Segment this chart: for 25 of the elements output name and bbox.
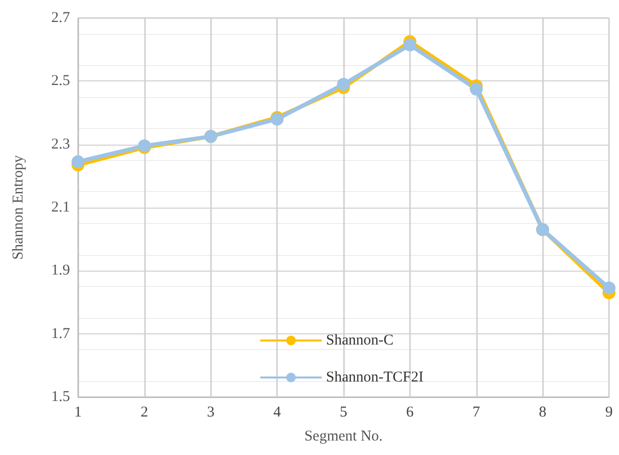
point bbox=[337, 78, 350, 91]
x-tick-label: 1 bbox=[74, 404, 82, 420]
x-tick-label: 9 bbox=[605, 404, 613, 420]
x-tick-label: 3 bbox=[207, 404, 214, 420]
x-tick-label: 5 bbox=[340, 404, 348, 420]
point bbox=[602, 282, 616, 295]
legend-label: Shannon-TCF2I bbox=[326, 370, 424, 386]
x-tick-label: 8 bbox=[538, 404, 546, 420]
point bbox=[403, 38, 416, 52]
y-tick-label: 2.3 bbox=[51, 136, 70, 152]
x-tick-label: 7 bbox=[472, 404, 480, 420]
y-tick-label: 2.7 bbox=[51, 10, 70, 26]
x-axis-title: Segment No. bbox=[304, 428, 383, 444]
y-tick-label: 1.9 bbox=[51, 262, 70, 279]
x-tick-label: 4 bbox=[273, 404, 282, 420]
legend-label: Shannon-C bbox=[326, 332, 394, 348]
y-tick-label: 1.7 bbox=[51, 326, 70, 342]
point bbox=[470, 82, 483, 96]
y-tick-label: 2.1 bbox=[51, 200, 70, 216]
y-axis-title: Shannon Entropy bbox=[10, 154, 26, 260]
point bbox=[72, 155, 84, 168]
x-tick-label: 2 bbox=[140, 404, 148, 420]
y-tick-label: 1.5 bbox=[51, 389, 70, 405]
x-tick-label: 6 bbox=[406, 404, 414, 420]
y-tick-label: 2.5 bbox=[51, 73, 70, 90]
